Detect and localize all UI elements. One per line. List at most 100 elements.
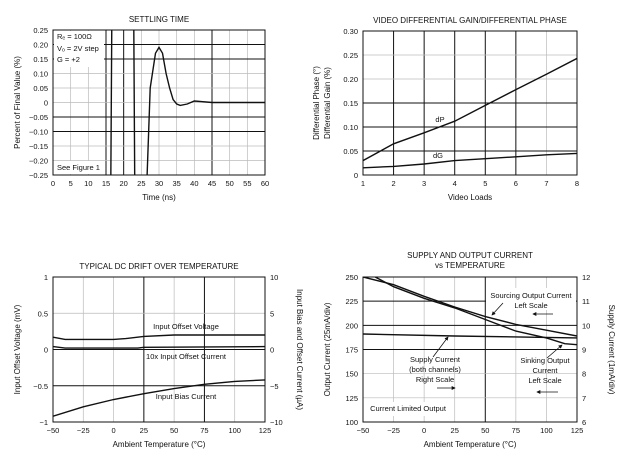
y-tick-label: 0 [354,171,358,180]
y-axis-title: Differential Gain (%) [323,67,332,139]
x-tick-label: 0 [111,426,115,435]
annotation-arrow [546,344,563,359]
annotation-label: Supply Current [410,355,461,364]
x-tick-label: 10 [84,179,92,188]
y-tick-label: 0 [44,346,48,355]
x-tick-label: 75 [512,426,520,435]
chart-1: 0 5 10 15 20 25 30 35 40 45 50 55 60 0.25 0.20 0.15 0.10… [13,15,269,202]
x-tick-label: 50 [170,426,178,435]
series-line-dp [363,57,577,162]
y-tick-label: 250 [345,273,358,282]
x-tick-label: 55 [243,179,251,188]
y-tick-label: −0.5 [33,382,48,391]
chart-title: SUPPLY AND OUTPUT CURRENT [407,251,533,260]
x-tick-label: 50 [481,426,489,435]
x-tick-label: 5 [483,179,487,188]
annotation-label: G = +2 [57,55,80,64]
x-tick-label: 3 [422,179,426,188]
series-line-10x-input-offset-current [53,345,265,349]
x-tick-label: 45 [208,179,216,188]
x-axis-title: Video Loads [448,193,492,202]
x-tick-label: 35 [172,179,180,188]
y-tick-label: −1 [39,418,48,427]
y2-tick-label: 12 [582,273,590,282]
x-tick-label: 25 [137,179,145,188]
y-tick-label: 0.05 [33,84,48,93]
x-tick-label: 75 [200,426,208,435]
x-tick-label: 25 [451,426,459,435]
y-axis-title: Output Current (25mA/div) [323,302,332,396]
chart-2: 1 2 3 4 5 6 7 8 0 0.05 0.10 0.15 0.20 0.25 0.30 VIDEO D… [312,16,579,202]
y-tick-label: 0 [44,99,48,108]
y-tick-label: 175 [345,346,358,355]
x-tick-label: 125 [259,426,272,435]
annotation-label: Sourcing Output Current [490,291,572,300]
annotation-label: Input Offset Voltage [153,322,219,331]
x-tick-label: 100 [540,426,553,435]
x-tick-label: 60 [261,179,269,188]
x-axis-title: Ambient Temperature (°C) [424,440,517,449]
chart-3: −50 −25 0 25 50 75 100 12510.50−0.5−11050−5−10T… [13,262,304,449]
annotation-label: (both channels) [409,365,461,374]
annotation-label: Input Bias Current [156,392,217,401]
x-tick-label: 5 [69,179,73,188]
legend-box [54,31,104,67]
y-tick-label: 225 [345,297,358,306]
y-tick-label: 0.20 [343,75,358,84]
y-tick-label: 1 [44,273,48,282]
x-tick-label: 40 [190,179,198,188]
y-tick-label: 0.15 [343,99,358,108]
y-tick-label: 0.5 [38,309,48,318]
series-line-sinking-output-current [374,277,577,346]
x-tick-label: 25 [140,426,148,435]
x-tick-label: 100 [228,426,241,435]
y2-tick-label: 11 [582,297,590,306]
y2-tick-label: 10 [582,321,590,330]
y-tick-label: −0.25 [29,171,48,180]
y-axis-title: Differential Phase (°) [312,66,321,140]
y2-tick-label: 7 [582,394,586,403]
y2-axis-title: Supply Current (1mA/div) [607,305,616,395]
x-tick-label: −25 [387,426,400,435]
chart-title: vs TEMPERATURE [435,261,505,270]
y-tick-label: 0.10 [343,123,358,132]
series-line-sourcing-output-current [363,277,577,337]
x-tick-label: 30 [155,179,163,188]
x-axis-title: Ambient Temperature (°C) [113,440,206,449]
label-box [486,288,576,310]
y-tick-label: 125 [345,394,358,403]
y2-tick-label: −10 [270,418,283,427]
y2-tick-label: 10 [270,273,278,282]
y2-tick-label: −5 [270,382,279,391]
annotation-label: Current Limited Output [370,404,447,413]
x-tick-label: −50 [357,426,370,435]
label-box [364,402,452,416]
y2-tick-label: 5 [270,309,274,318]
x-tick-label: 6 [514,179,518,188]
y-tick-label: 0.20 [33,41,48,50]
chart-4: −50 −25 0 25 50 75 100 125 250 225 200 175 150 125 100… [323,251,616,449]
y-axis-title: Percent of Final Value (%) [13,56,22,149]
x-axis-title: Time (ns) [142,193,176,202]
annotation-label: Right Scale [416,375,454,384]
x-tick-label: 2 [391,179,395,188]
x-tick-label: 20 [119,179,127,188]
annotation-label: dP [435,115,444,124]
y2-tick-label: 0 [270,346,274,355]
annotation-label: Sinking Output [520,356,570,365]
annotation-label: Vₒ = 2V step [57,44,99,53]
annotation-label: dG [433,151,443,160]
y2-tick-label: 8 [582,370,586,379]
annotation-label: Left Scale [528,376,561,385]
x-tick-label: 125 [571,426,584,435]
y2-tick-label: 9 [582,346,586,355]
x-tick-label: 15 [102,179,110,188]
y-tick-label: 0.25 [33,26,48,35]
series-line-supply-current [363,333,577,339]
note-box [54,161,104,174]
x-tick-label: −50 [47,426,60,435]
annotation-label: Left Scale [514,301,547,310]
x-tick-label: 0 [51,179,55,188]
